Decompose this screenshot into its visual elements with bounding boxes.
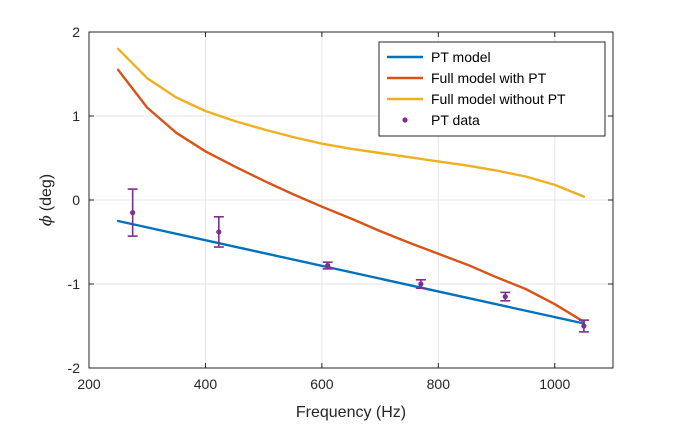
x-tick-label: 800 bbox=[427, 376, 451, 392]
data-point bbox=[325, 262, 331, 269]
legend-label: PT data bbox=[431, 112, 480, 128]
legend-label: Full model without PT bbox=[431, 91, 566, 107]
legend-label: Full model with PT bbox=[431, 70, 547, 86]
series-layer bbox=[116, 47, 589, 333]
legend-swatch bbox=[402, 117, 408, 123]
data-point bbox=[502, 294, 508, 300]
ticks: 200 400 600 800 1000 -2 -1 0 1 2 bbox=[68, 24, 613, 392]
x-axis-label: Frequency (Hz) bbox=[296, 404, 406, 421]
legend-label: PT model bbox=[431, 49, 491, 65]
y-tick-label: 0 bbox=[72, 192, 80, 208]
y-tick-label: -1 bbox=[68, 276, 81, 292]
x-tick-label: 200 bbox=[77, 376, 101, 392]
x-tick-label: 600 bbox=[310, 376, 334, 392]
x-tick-label: 1000 bbox=[539, 376, 570, 392]
series-line-full-model-with-pt bbox=[116, 68, 586, 323]
y-tick-label: -2 bbox=[68, 360, 81, 376]
y-axis-label: ϕ (deg) bbox=[36, 174, 55, 226]
legend: PT model Full model with PT Full model wit… bbox=[378, 41, 606, 137]
data-point bbox=[418, 281, 424, 287]
data-point bbox=[216, 229, 222, 235]
y-tick-label: 1 bbox=[72, 108, 80, 124]
data-point bbox=[130, 210, 136, 216]
y-axis-symbol: ϕ bbox=[36, 215, 55, 226]
data-point bbox=[581, 323, 587, 329]
y-axis-unit: (deg) bbox=[38, 174, 55, 211]
series-line-full-model-without-pt bbox=[116, 47, 586, 198]
series-line-pt-model bbox=[116, 219, 586, 325]
x-tick-label: 400 bbox=[194, 376, 218, 392]
y-tick-label: 2 bbox=[72, 24, 80, 40]
